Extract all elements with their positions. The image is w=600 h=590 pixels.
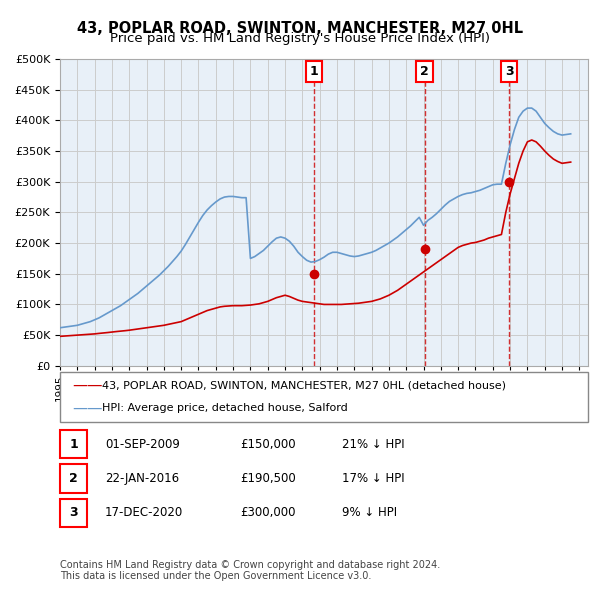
Text: ——: —— xyxy=(72,401,103,416)
Text: 17% ↓ HPI: 17% ↓ HPI xyxy=(342,472,404,485)
Text: 3: 3 xyxy=(69,506,78,519)
Text: 2: 2 xyxy=(420,65,429,78)
Text: 43, POPLAR ROAD, SWINTON, MANCHESTER, M27 0HL (detached house): 43, POPLAR ROAD, SWINTON, MANCHESTER, M2… xyxy=(102,380,506,390)
Text: 3: 3 xyxy=(505,65,514,78)
Text: £300,000: £300,000 xyxy=(240,506,296,519)
Text: ——: —— xyxy=(72,378,103,393)
Text: Contains HM Land Registry data © Crown copyright and database right 2024.
This d: Contains HM Land Registry data © Crown c… xyxy=(60,559,440,581)
Text: 17-DEC-2020: 17-DEC-2020 xyxy=(105,506,183,519)
Text: 2: 2 xyxy=(69,472,78,485)
Text: 43, POPLAR ROAD, SWINTON, MANCHESTER, M27 0HL: 43, POPLAR ROAD, SWINTON, MANCHESTER, M2… xyxy=(77,21,523,35)
Text: HPI: Average price, detached house, Salford: HPI: Average price, detached house, Salf… xyxy=(102,404,348,414)
Text: £190,500: £190,500 xyxy=(240,472,296,485)
Text: 21% ↓ HPI: 21% ↓ HPI xyxy=(342,438,404,451)
Text: £150,000: £150,000 xyxy=(240,438,296,451)
Text: Price paid vs. HM Land Registry's House Price Index (HPI): Price paid vs. HM Land Registry's House … xyxy=(110,32,490,45)
Text: 9% ↓ HPI: 9% ↓ HPI xyxy=(342,506,397,519)
Text: 22-JAN-2016: 22-JAN-2016 xyxy=(105,472,179,485)
Text: 01-SEP-2009: 01-SEP-2009 xyxy=(105,438,180,451)
Text: 1: 1 xyxy=(69,438,78,451)
Text: 1: 1 xyxy=(310,65,319,78)
